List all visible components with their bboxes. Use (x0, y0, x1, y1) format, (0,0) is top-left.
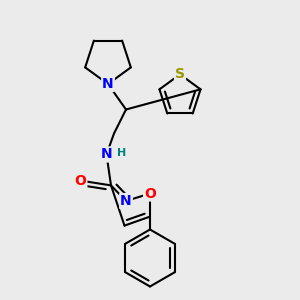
Text: O: O (144, 187, 156, 200)
Text: O: O (74, 174, 86, 188)
Text: S: S (175, 68, 185, 81)
Text: N: N (120, 194, 132, 208)
Text: N: N (101, 148, 112, 161)
Text: H: H (118, 148, 127, 158)
Text: N: N (102, 77, 114, 91)
